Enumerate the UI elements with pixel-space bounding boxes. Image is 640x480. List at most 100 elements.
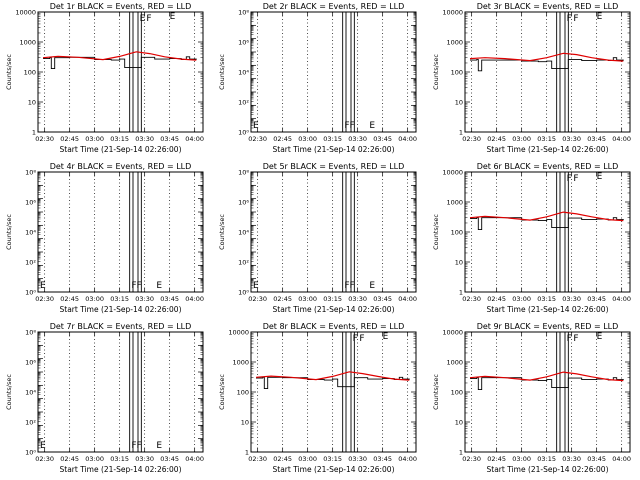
flag-marker: F xyxy=(573,14,578,24)
x-tick-label: 02:45 xyxy=(273,455,292,463)
flag-marker: FF xyxy=(131,441,141,451)
x-tick-label: 03:15 xyxy=(537,135,556,143)
events-series-line xyxy=(470,217,624,231)
plot-frame xyxy=(37,11,204,133)
x-tick-label: 03:00 xyxy=(85,455,104,463)
x-tick-label: 02:45 xyxy=(60,135,79,143)
y-tick-label: 100 xyxy=(237,388,249,396)
panel-title: Det 9r BLACK = Events, RED = LLD xyxy=(477,322,619,331)
x-tick-label: 04:00 xyxy=(185,295,204,303)
y-tick-label: 10000 xyxy=(228,328,249,336)
x-tick-label: 03:15 xyxy=(110,295,129,303)
x-tick-label: 03:00 xyxy=(298,135,317,143)
x-tick-label: 03:15 xyxy=(323,135,342,143)
x-tick-label: 02:30 xyxy=(248,295,267,303)
x-tick-label: 02:30 xyxy=(35,135,54,143)
x-tick-label: 03:30 xyxy=(348,295,367,303)
plot-frame xyxy=(464,331,631,453)
flag-marker: E xyxy=(383,332,389,342)
y-tick-label: 100 xyxy=(451,68,463,76)
flag-marker: F xyxy=(567,334,572,344)
flag-marker: E xyxy=(369,281,375,291)
panel-title: Det 5r BLACK = Events, RED = LLD xyxy=(263,162,405,171)
x-tick-label: 03:45 xyxy=(160,135,179,143)
y-axis-label: Counts/sec xyxy=(5,54,13,90)
x-axis-label: Start Time (21-Sep-14 02:26:00) xyxy=(487,305,609,314)
lld-series-line xyxy=(469,211,624,222)
y-tick-label: 100 xyxy=(24,68,36,76)
y-tick-label: 10⁶ xyxy=(25,198,36,206)
x-axis-label: Start Time (21-Sep-14 02:26:00) xyxy=(273,305,395,314)
x-tick-label: 02:45 xyxy=(60,295,79,303)
y-tick-label: 10 xyxy=(241,418,249,426)
y-tick-label: 10² xyxy=(25,258,36,266)
y-axis-label: Counts/sec xyxy=(218,374,226,410)
x-tick-label: 02:45 xyxy=(487,455,506,463)
events-series-line xyxy=(256,376,410,390)
panel-title: Det 3r BLACK = Events, RED = LLD xyxy=(477,2,619,11)
flag-marker: E xyxy=(253,281,259,291)
flag-marker: FF xyxy=(131,281,141,291)
y-tick-label: 10⁰ xyxy=(25,448,36,456)
x-tick-label: 02:30 xyxy=(248,135,267,143)
panel-det-7: Det 7r BLACK = Events, RED = LLD Counts/s… xyxy=(5,322,204,474)
y-tick-label: 1 xyxy=(459,288,463,296)
x-tick-label: 02:45 xyxy=(273,295,292,303)
flag-marker: E xyxy=(170,12,176,22)
x-tick-label: 02:45 xyxy=(273,135,292,143)
y-axis-label: Counts/sec xyxy=(5,374,13,410)
x-tick-label: 03:30 xyxy=(562,295,581,303)
plot-frame xyxy=(250,11,417,133)
flag-marker: F xyxy=(146,14,151,24)
y-tick-label: 10⁰ xyxy=(238,128,249,136)
y-axis-label: Counts/sec xyxy=(218,214,226,250)
y-tick-label: 10000 xyxy=(15,8,36,16)
x-tick-label: 03:30 xyxy=(135,295,154,303)
y-tick-label: 1000 xyxy=(19,38,36,46)
y-tick-label: 10⁸ xyxy=(238,8,249,16)
x-tick-label: 03:00 xyxy=(512,295,531,303)
y-tick-label: 10000 xyxy=(442,328,463,336)
x-tick-label: 03:30 xyxy=(562,455,581,463)
x-tick-label: 03:45 xyxy=(587,135,606,143)
y-tick-label: 10000 xyxy=(442,168,463,176)
y-tick-label: 10⁶ xyxy=(25,358,36,366)
flag-marker: F xyxy=(359,334,364,344)
plot-frame xyxy=(37,171,204,293)
y-tick-label: 1 xyxy=(459,128,463,136)
x-tick-label: 03:30 xyxy=(135,455,154,463)
flag-marker: E xyxy=(369,121,375,131)
x-tick-label: 03:00 xyxy=(85,295,104,303)
y-axis-label: Counts/sec xyxy=(218,54,226,90)
flag-marker: F xyxy=(567,14,572,24)
panel-det-9: Det 9r BLACK = Events, RED = LLD Counts/s… xyxy=(432,322,631,474)
flag-marker: F xyxy=(573,334,578,344)
flag-marker: F xyxy=(573,174,578,184)
flag-marker: FF xyxy=(344,121,354,131)
panel-det-5: Det 5r BLACK = Events, RED = LLD Counts/s… xyxy=(218,162,417,314)
flag-marker: E xyxy=(597,172,603,182)
x-tick-label: 04:00 xyxy=(185,455,204,463)
x-tick-label: 03:00 xyxy=(85,135,104,143)
y-tick-label: 10⁰ xyxy=(238,288,249,296)
x-tick-label: 03:00 xyxy=(512,135,531,143)
x-tick-label: 03:45 xyxy=(587,295,606,303)
y-axis-label: Counts/sec xyxy=(5,214,13,250)
x-axis-label: Start Time (21-Sep-14 02:26:00) xyxy=(487,145,609,154)
y-axis-label: Counts/sec xyxy=(432,214,440,250)
y-tick-label: 10⁶ xyxy=(238,198,249,206)
x-tick-label: 03:00 xyxy=(298,455,317,463)
panel-title: Det 1r BLACK = Events, RED = LLD xyxy=(50,2,192,11)
y-tick-label: 10⁰ xyxy=(25,288,36,296)
y-tick-label: 10² xyxy=(238,98,249,106)
x-axis-label: Start Time (21-Sep-14 02:26:00) xyxy=(60,145,182,154)
x-tick-label: 03:45 xyxy=(160,455,179,463)
x-tick-label: 03:45 xyxy=(373,295,392,303)
x-tick-label: 03:15 xyxy=(110,135,129,143)
flag-marker: E xyxy=(253,121,259,131)
y-tick-label: 1000 xyxy=(446,198,463,206)
x-tick-label: 02:45 xyxy=(60,455,79,463)
y-tick-label: 10² xyxy=(238,258,249,266)
y-tick-label: 10⁶ xyxy=(238,38,249,46)
flag-marker: E xyxy=(140,14,146,24)
